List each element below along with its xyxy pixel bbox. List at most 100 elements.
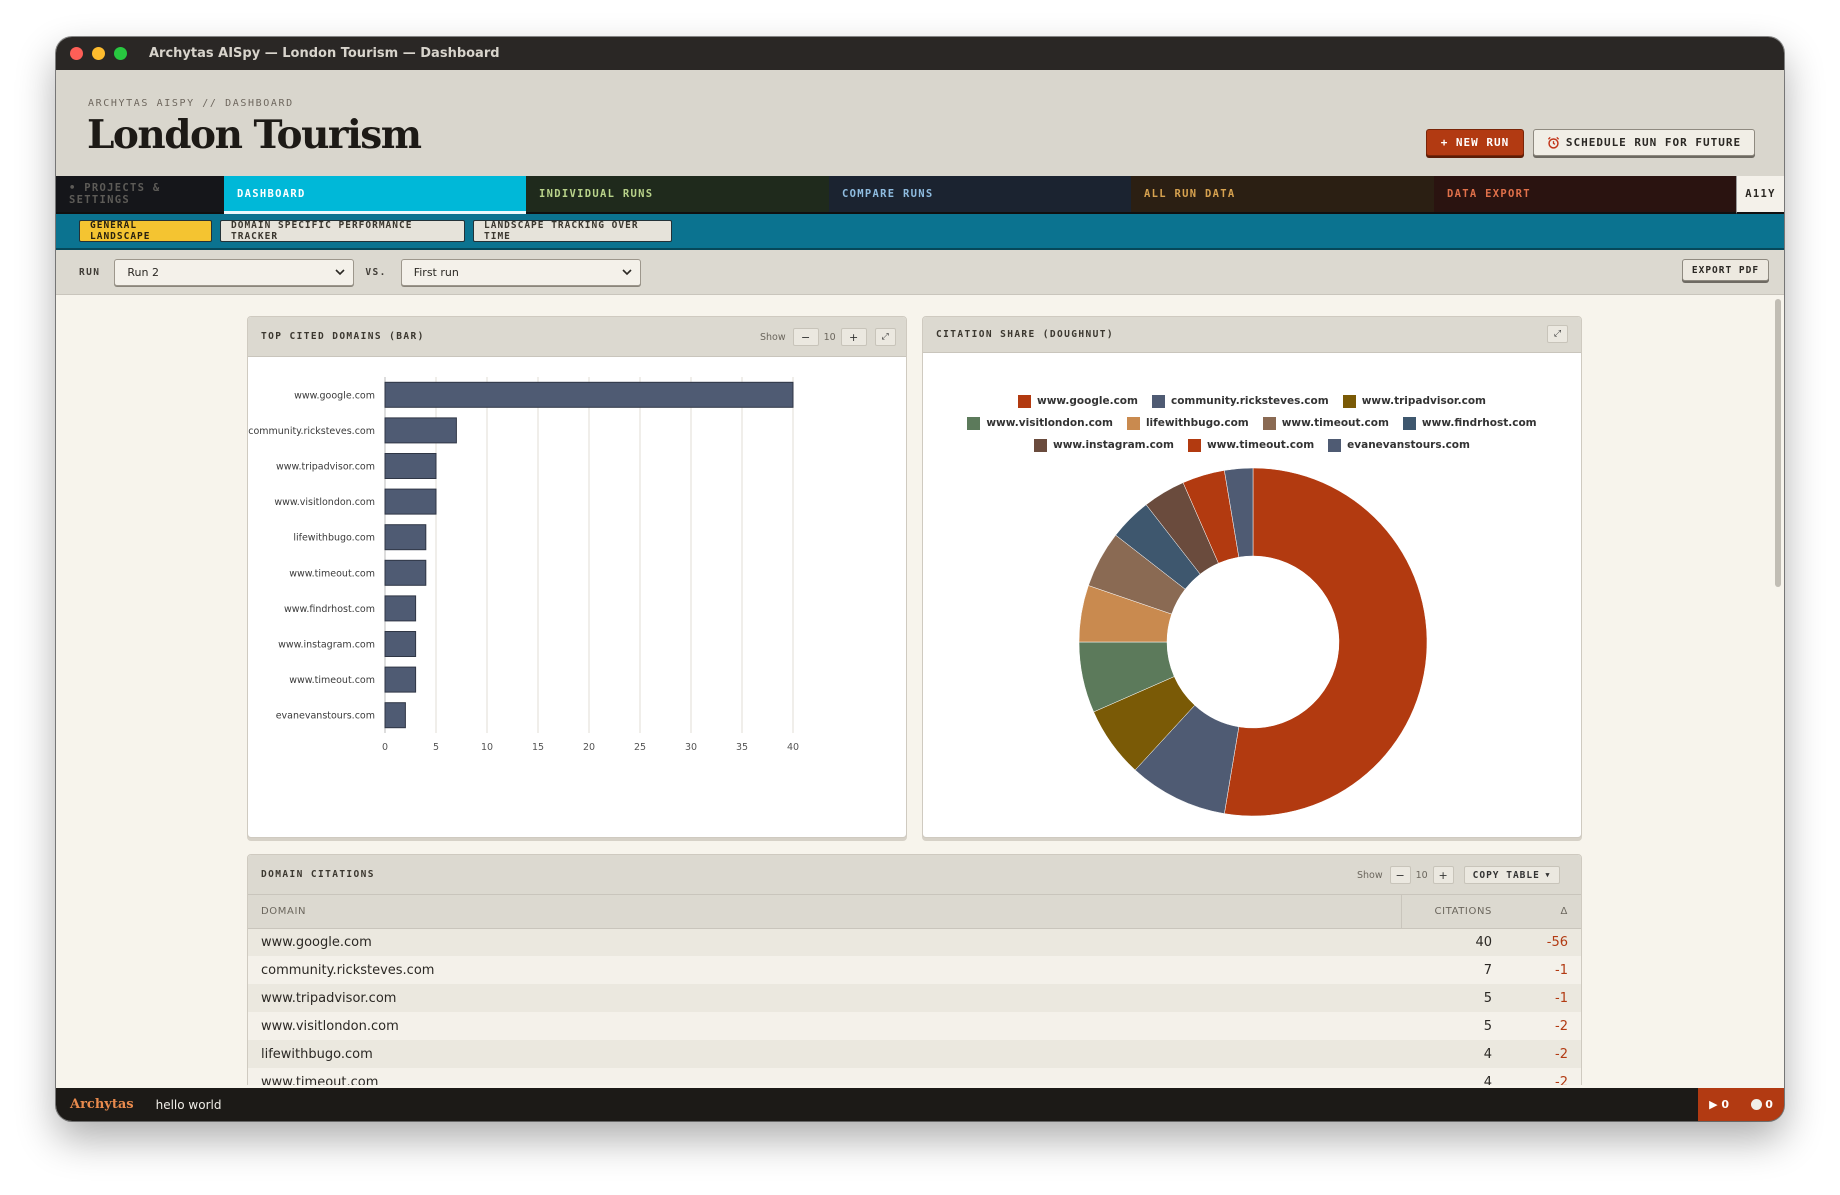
- increase-count-button[interactable]: +: [840, 328, 867, 346]
- bar[interactable]: [384, 631, 417, 657]
- legend-item[interactable]: www.visitlondon.com: [967, 412, 1113, 434]
- content-scrollbar[interactable]: [1774, 295, 1782, 1085]
- compare-run-select[interactable]: First run: [400, 258, 641, 286]
- delta-cell: -2: [1505, 1012, 1581, 1040]
- page-header: ARCHYTAS AISPY // DASHBOARD London Touri…: [56, 70, 1784, 176]
- legend-label: www.timeout.com: [1206, 439, 1315, 451]
- legend-item[interactable]: www.timeout.com: [1262, 412, 1389, 434]
- tab-all-run-data[interactable]: ALL RUN DATA: [1131, 176, 1434, 214]
- doughnut-slice[interactable]: [1224, 467, 1428, 817]
- legend-label: www.instagram.com: [1053, 439, 1174, 451]
- tab-individual-runs[interactable]: INDIVIDUAL RUNS: [526, 176, 829, 214]
- minimize-window-button[interactable]: [92, 47, 105, 60]
- window-title: Archytas AISpy — London Tourism — Dashbo…: [149, 46, 500, 61]
- legend-label: www.timeout.com: [1281, 417, 1389, 429]
- schedule-run-button[interactable]: SCHEDULE RUN FOR FUTURE: [1533, 129, 1755, 156]
- expand-icon[interactable]: ⤢: [1547, 325, 1568, 343]
- expand-icon[interactable]: ⤢: [874, 328, 896, 346]
- export-pdf-button[interactable]: EXPORT PDF: [1682, 259, 1769, 281]
- bar[interactable]: [384, 702, 406, 729]
- legend-item[interactable]: community.ricksteves.com: [1151, 390, 1329, 412]
- close-window-button[interactable]: [70, 47, 83, 60]
- show-count: 10: [823, 331, 836, 343]
- subtab-general-landscape[interactable]: GENERAL LANDSCAPE: [79, 220, 212, 242]
- legend-item[interactable]: www.timeout.com: [1187, 434, 1315, 456]
- bug-counter[interactable]: 0: [1751, 1098, 1773, 1111]
- status-message: hello world: [155, 1097, 222, 1112]
- tab-a11y[interactable]: A11Y: [1736, 176, 1784, 214]
- bar[interactable]: [384, 666, 417, 693]
- decrease-count-button[interactable]: −: [792, 328, 819, 346]
- legend-item[interactable]: www.tripadvisor.com: [1342, 390, 1486, 412]
- doughnut-chart-panel: CITATION SHARE (DOUGHNUT) ⤢ www.google.c…: [922, 316, 1582, 838]
- increase-count-button[interactable]: +: [1432, 866, 1454, 884]
- doughnut-chart: [1078, 467, 1428, 817]
- legend-label: www.findrhost.com: [1421, 417, 1537, 429]
- table-row[interactable]: community.ricksteves.com 7 -1: [248, 956, 1581, 984]
- copy-table-label: COPY TABLE: [1472, 869, 1540, 881]
- legend-swatch: [1018, 394, 1031, 408]
- column-delta[interactable]: Δ: [1505, 895, 1581, 929]
- domain-cell: www.tripadvisor.com: [248, 984, 1401, 1012]
- bar[interactable]: [384, 488, 437, 515]
- tab-label: INDIVIDUAL RUNS: [539, 188, 654, 200]
- bar-chart-title: TOP CITED DOMAINS (BAR): [261, 331, 425, 342]
- citations-cell: 40: [1401, 928, 1505, 956]
- table-row[interactable]: www.visitlondon.com 5 -2: [248, 1012, 1581, 1040]
- vs-label: VS.: [365, 266, 387, 278]
- scrollbar-thumb[interactable]: [1775, 299, 1781, 587]
- domain-cell: www.visitlondon.com: [248, 1012, 1401, 1040]
- legend-label: evanevanstours.com: [1347, 439, 1470, 451]
- tab-projects-settings[interactable]: • PROJECTS & SETTINGS: [56, 176, 224, 214]
- legend-item[interactable]: evanevanstours.com: [1328, 434, 1470, 456]
- table-header-bar: DOMAIN CITATIONS Show − 10 + COPY TABLE …: [248, 855, 1581, 895]
- tab-label: ALL RUN DATA: [1144, 188, 1236, 200]
- legend-item[interactable]: www.google.com: [1018, 390, 1138, 412]
- bug-icon: [1751, 1099, 1763, 1110]
- delta-cell: -2: [1505, 1068, 1581, 1085]
- bar[interactable]: [384, 559, 427, 586]
- decrease-count-button[interactable]: −: [1389, 866, 1411, 884]
- column-domain[interactable]: DOMAIN: [248, 895, 1401, 929]
- bar[interactable]: [384, 595, 417, 622]
- copy-table-button[interactable]: COPY TABLE ▼: [1463, 866, 1560, 884]
- category-label: evanevanstours.com: [276, 711, 375, 722]
- bar[interactable]: [384, 453, 437, 479]
- bar-chart: 0 5 10 15 20 25 30 35 40 www.google.com community.…: [248, 377, 799, 753]
- delta-cell: -56: [1505, 928, 1581, 956]
- tab-compare-runs[interactable]: COMPARE RUNS: [829, 176, 1131, 214]
- brand-logo: Archytas: [70, 1097, 134, 1112]
- bar[interactable]: [384, 524, 427, 551]
- table-row[interactable]: www.google.com 40 -56: [248, 928, 1581, 956]
- table-row[interactable]: www.timeout.com 4 -2: [248, 1068, 1581, 1085]
- legend-item[interactable]: www.findrhost.com: [1402, 412, 1537, 434]
- new-run-button[interactable]: + NEW RUN: [1426, 129, 1524, 156]
- table-row[interactable]: lifewithbugo.com 4 -2: [248, 1040, 1581, 1068]
- bug-count: 0: [1765, 1098, 1773, 1111]
- tab-dashboard[interactable]: DASHBOARD: [224, 176, 526, 214]
- category-label: www.instagram.com: [278, 640, 375, 651]
- main-tabs: • PROJECTS & SETTINGS DASHBOARD INDIVIDU…: [56, 176, 1784, 214]
- citations-cell: 4: [1401, 1068, 1505, 1085]
- subtab-domain-performance-tracker[interactable]: DOMAIN SPECIFIC PERFORMANCE TRACKER: [220, 220, 465, 242]
- x-tick-label: 5: [433, 742, 439, 753]
- tab-label: • PROJECTS & SETTINGS: [69, 182, 161, 206]
- domain-cell: www.google.com: [248, 928, 1401, 956]
- caret-down-icon: ▼: [1545, 871, 1551, 879]
- run-select[interactable]: Run 2: [114, 258, 355, 286]
- bar[interactable]: [384, 381, 794, 408]
- table-row[interactable]: www.tripadvisor.com 5 -1: [248, 984, 1581, 1012]
- tab-label: COMPARE RUNS: [842, 188, 934, 200]
- legend-item[interactable]: lifewithbugo.com: [1126, 412, 1249, 434]
- legend-label: www.google.com: [1037, 395, 1138, 407]
- bar[interactable]: [384, 417, 457, 444]
- legend-item[interactable]: www.instagram.com: [1034, 434, 1174, 456]
- compare-run-select-value: First run: [413, 265, 459, 279]
- subtab-landscape-tracking[interactable]: LANDSCAPE TRACKING OVER TIME: [473, 220, 672, 242]
- legend-swatch: [1262, 416, 1276, 430]
- tab-data-export[interactable]: DATA EXPORT: [1434, 176, 1736, 214]
- zoom-window-button[interactable]: [114, 47, 127, 60]
- column-citations[interactable]: CITATIONS: [1400, 895, 1505, 929]
- running-count[interactable]: ▶ 0: [1709, 1098, 1730, 1111]
- doughnut-slice[interactable]: [1224, 467, 1254, 558]
